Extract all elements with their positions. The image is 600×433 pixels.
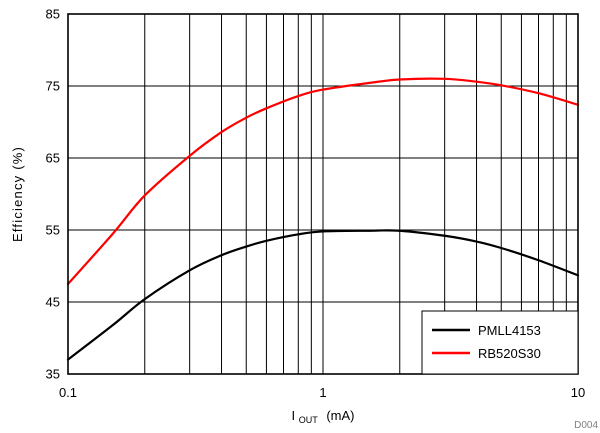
- y-tick-label: 35: [46, 367, 60, 382]
- x-tick-label: 10: [571, 385, 585, 400]
- x-tick-label: 1: [319, 385, 326, 400]
- y-tick-label: 75: [46, 79, 60, 94]
- x-axis-label-subscript: OUT: [299, 415, 319, 425]
- series-line-pmll4153: [66, 229, 580, 361]
- x-axis-label: I OUT (mA): [291, 408, 354, 426]
- figure-id: D004: [574, 420, 598, 431]
- x-tick-label: 0.1: [59, 385, 77, 400]
- y-tick-label: 85: [46, 7, 60, 22]
- y-tick-label: 45: [46, 295, 60, 310]
- legend-label-rb520s30: RB520S30: [478, 346, 541, 361]
- y-tick-label: 65: [46, 151, 60, 166]
- legend: PMLL4153 RB520S30: [421, 310, 579, 375]
- y-tick-labels: 35 45 55 65 75 85: [46, 7, 60, 382]
- x-axis-label-main: I: [291, 408, 295, 423]
- x-axis-label-unit: (mA): [326, 408, 354, 423]
- series-line-rb520s30: [66, 77, 580, 286]
- y-axis-label: Efficiency (%): [10, 146, 25, 242]
- legend-box: [421, 310, 579, 375]
- y-tick-label: 55: [46, 223, 60, 238]
- x-tick-labels: 0.1 1 10: [59, 385, 585, 400]
- series-layer: [66, 77, 580, 361]
- legend-label-pmll4153: PMLL4153: [478, 323, 541, 338]
- plot-border: [67, 13, 579, 375]
